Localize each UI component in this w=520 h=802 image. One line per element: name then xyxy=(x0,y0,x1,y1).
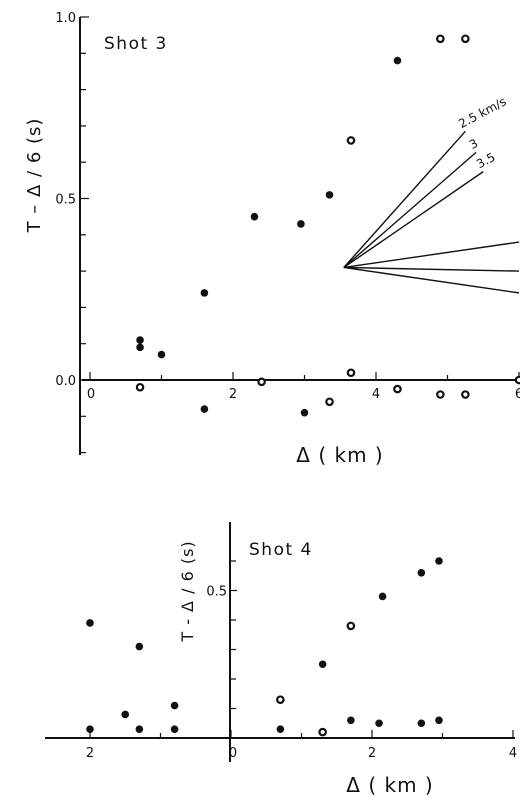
data-point-open xyxy=(461,390,470,399)
data-point-filled xyxy=(417,569,426,577)
data-point-filled xyxy=(86,725,94,733)
data-point-filled xyxy=(435,557,443,565)
data-point-filled xyxy=(375,719,383,728)
x-tick-label: 6 xyxy=(515,387,520,402)
data-point-filled xyxy=(318,660,327,669)
y-tick-label: 0.5 xyxy=(206,585,227,600)
data-point-filled xyxy=(200,289,209,297)
data-point-filled xyxy=(297,220,305,228)
data-point-filled xyxy=(157,350,166,359)
data-point-filled xyxy=(136,343,144,352)
x-tick-label: 4 xyxy=(509,746,517,761)
data-point-filled xyxy=(393,56,402,65)
data-point-open xyxy=(436,390,445,399)
velocity-line xyxy=(343,151,477,268)
data-point-filled xyxy=(170,725,179,733)
data-point-filled xyxy=(417,719,426,728)
data-point-filled xyxy=(378,592,387,601)
velocity-label: 3.5 xyxy=(474,150,497,171)
data-point-filled xyxy=(325,191,334,199)
data-point-open xyxy=(346,368,356,378)
data-point-open xyxy=(325,397,334,407)
x-tick-label: 4 xyxy=(372,387,380,402)
data-point-filled xyxy=(435,716,443,725)
data-point-open xyxy=(436,34,445,44)
velocity-line xyxy=(343,171,484,269)
data-point-filled xyxy=(135,642,144,651)
y-tick-label: 0.0 xyxy=(55,374,76,389)
y-tick-label: 0.5 xyxy=(55,193,76,208)
y-axis-label: T – Δ / 6 (s) xyxy=(24,118,45,234)
data-point-open xyxy=(257,377,266,387)
x-tick-label: 0 xyxy=(87,387,95,402)
data-point-open xyxy=(346,621,356,631)
data-point-open xyxy=(135,382,145,392)
x-tick-label: 2 xyxy=(229,387,237,402)
velocity-line xyxy=(343,266,520,272)
data-point-open xyxy=(514,375,520,385)
data-point-filled xyxy=(135,725,144,733)
x-axis-label: Δ ( km ) xyxy=(296,443,383,467)
data-point-filled xyxy=(250,212,259,221)
chart-shot-3: 1.0 0.5 0.0 0 2 4 6 Shot 3 T – Δ / 6 (s) Δ ( km )… xyxy=(24,11,520,467)
velocity-label: 3 xyxy=(467,136,480,152)
x-tick-label: 0 xyxy=(229,746,237,761)
chart-title: Shot 3 xyxy=(104,34,168,54)
data-point-filled xyxy=(170,701,179,710)
data-point-filled xyxy=(300,408,309,417)
data-point-filled xyxy=(200,405,209,413)
y-tick-label: 1.0 xyxy=(55,11,76,26)
data-point-filled xyxy=(121,710,130,719)
velocity-line xyxy=(343,241,520,269)
velocity-label: 2.5 km/s xyxy=(456,94,508,131)
x-tick-label: 2 xyxy=(86,746,94,761)
data-point-open xyxy=(318,727,327,737)
x-tick-label: 2 xyxy=(368,746,376,761)
data-point-filled xyxy=(86,619,94,627)
velocity-line xyxy=(343,266,520,294)
velocity-line xyxy=(343,130,466,268)
chart-shot-4: 0.5 2 0 2 4 Shot 4 T - Δ / 6 (s) Δ ( km ) xyxy=(45,522,517,797)
x-axis-label: Δ ( km ) xyxy=(346,773,433,797)
data-point-open xyxy=(276,695,285,704)
chart-title: Shot 4 xyxy=(249,540,313,560)
data-point-open xyxy=(461,34,470,44)
data-point-open xyxy=(346,136,356,145)
data-point-filled xyxy=(276,725,285,733)
data-point-open xyxy=(393,384,402,394)
data-point-filled xyxy=(136,336,144,344)
data-point-filled xyxy=(347,716,355,725)
y-axis-label: T - Δ / 6 (s) xyxy=(178,540,197,642)
